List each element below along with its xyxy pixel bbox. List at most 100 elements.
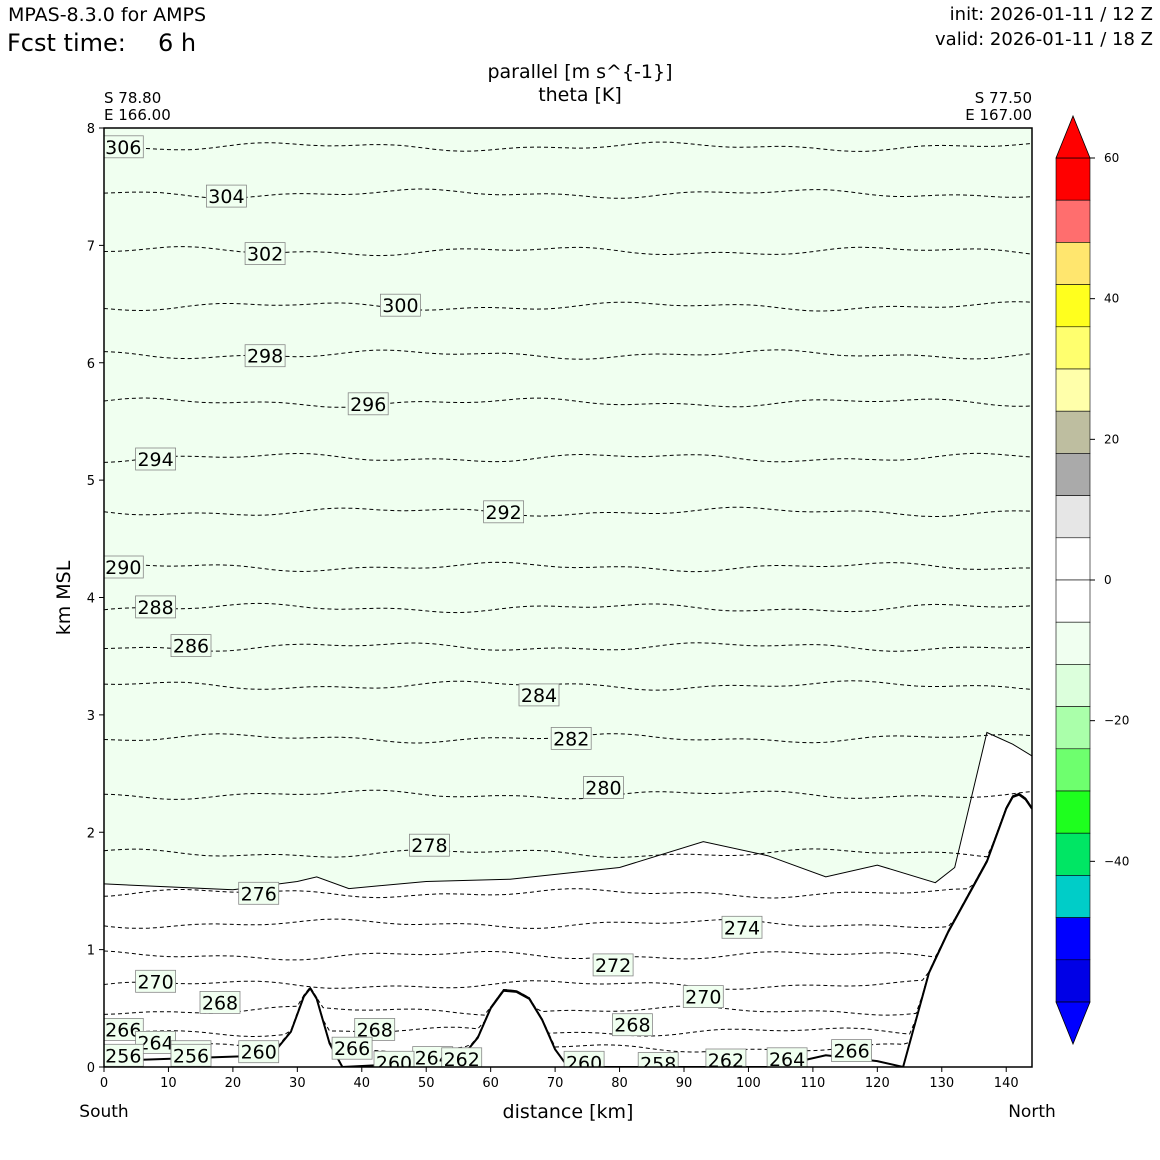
contour-label-258: 258	[637, 1052, 679, 1067]
theta-contour-304	[104, 188, 1032, 199]
theta-contour-306	[104, 141, 1032, 152]
svg-text:270: 270	[685, 987, 721, 1009]
x-axis-label: distance [km]	[503, 1101, 634, 1123]
colorbar-segment-9	[1055, 537, 1091, 581]
svg-text:4: 4	[87, 592, 95, 607]
svg-text:266: 266	[833, 1041, 869, 1063]
south-direction-label: South	[79, 1102, 128, 1122]
x-tick-20: 20	[225, 1067, 242, 1091]
contour-label-268: 268	[199, 991, 241, 1014]
x-tick-10: 10	[160, 1067, 177, 1091]
theta-contour-270	[104, 792, 1032, 990]
x-axis: 0 10 20 30 40 50 60 70 80 90 100 110 120 130 140	[100, 1067, 1019, 1091]
x-tick-140: 140	[994, 1067, 1019, 1091]
colorbar-tick-0: 0	[1090, 573, 1112, 587]
svg-text:140: 140	[994, 1076, 1019, 1091]
svg-text:20: 20	[225, 1076, 242, 1091]
svg-text:276: 276	[241, 883, 277, 905]
chart-title-line1: parallel [m s^{-1}]	[487, 61, 672, 83]
colorbar-segment-14	[1055, 748, 1091, 792]
forecast-time-value: 6 h	[158, 29, 197, 57]
svg-text:298: 298	[247, 346, 283, 368]
theta-contour-268	[104, 792, 1032, 1016]
theta-contour-272	[104, 792, 1032, 961]
theta-contour-288	[104, 602, 1032, 614]
chart-title-line2: theta [K]	[538, 84, 622, 106]
svg-text:70: 70	[547, 1076, 564, 1091]
theta-contour-280	[104, 789, 1032, 800]
colorbar-segment-5	[1055, 368, 1091, 412]
terrain-fill	[104, 794, 1032, 1067]
contour-label-264: 264	[766, 1047, 808, 1071]
contour-label-268: 268	[354, 1018, 396, 1041]
contour-label-296: 296	[347, 392, 389, 416]
contour-label-290: 290	[104, 555, 144, 579]
colorbar-segment-16	[1055, 832, 1091, 876]
colorbar-segment-6	[1055, 410, 1091, 454]
model-title: MPAS-8.3.0 for AMPS	[8, 4, 207, 26]
contour-label-256: 256	[104, 1043, 144, 1067]
svg-text:300: 300	[382, 295, 418, 317]
terrain-outline	[104, 793, 1032, 1067]
colorbar-tick--40: −40	[1090, 854, 1129, 868]
contour-label-266: 266	[831, 1039, 872, 1063]
colorbar-segment-4	[1055, 326, 1091, 370]
svg-text:266: 266	[334, 1038, 370, 1060]
svg-text:50: 50	[418, 1076, 435, 1091]
svg-text:40: 40	[1104, 292, 1119, 306]
colorbar-segment-11	[1055, 621, 1091, 665]
theta-contour-278	[104, 792, 1032, 858]
svg-text:20: 20	[1104, 432, 1119, 446]
colorbar-segment-1	[1055, 199, 1091, 243]
svg-text:264: 264	[769, 1049, 805, 1071]
contour-label-302: 302	[244, 242, 286, 266]
y-tick-6: 6	[87, 357, 104, 372]
svg-text:260: 260	[241, 1042, 277, 1064]
x-tick-50: 50	[418, 1067, 435, 1091]
svg-text:268: 268	[202, 992, 238, 1014]
contour-label-260: 260	[238, 1040, 280, 1064]
colorbar-tick-40: 40	[1090, 292, 1119, 306]
shade-boundary-2	[104, 731, 1032, 891]
svg-text:266: 266	[105, 1019, 141, 1041]
contour-label-270: 270	[682, 985, 724, 1009]
svg-text:80: 80	[611, 1076, 628, 1091]
colorbar-segment-2	[1055, 242, 1091, 285]
contour-label-280: 280	[583, 776, 624, 800]
svg-text:282: 282	[553, 728, 589, 750]
colorbar-segment-8	[1055, 495, 1091, 539]
svg-text:6: 6	[87, 357, 95, 372]
svg-text:284: 284	[521, 685, 557, 707]
y-tick-4: 4	[87, 592, 104, 607]
svg-text:60: 60	[1104, 151, 1119, 165]
svg-text:272: 272	[595, 955, 631, 977]
contour-label-276: 276	[238, 881, 280, 905]
contour-label-282: 282	[550, 727, 592, 750]
y-tick-8: 8	[87, 122, 104, 137]
svg-text:288: 288	[137, 597, 173, 619]
left-endpoint-lat: S 78.80	[104, 89, 161, 107]
colorbar-segment-17	[1055, 875, 1091, 918]
contour-label-304: 304	[205, 184, 247, 208]
svg-text:−20: −20	[1104, 714, 1129, 728]
svg-text:290: 290	[105, 557, 141, 579]
svg-text:270: 270	[137, 971, 173, 993]
svg-text:296: 296	[350, 394, 386, 416]
contour-label-266: 266	[104, 1018, 144, 1041]
colorbar-tick-60: 60	[1090, 151, 1119, 165]
svg-text:292: 292	[485, 502, 521, 524]
colorbar-segment-3	[1055, 284, 1091, 328]
theta-contour-266	[104, 792, 1032, 1038]
svg-text:−40: −40	[1104, 854, 1129, 868]
svg-text:302: 302	[247, 244, 283, 266]
contour-label-300: 300	[379, 293, 421, 317]
valid-time: valid: 2026-01-11 / 18 Z	[935, 29, 1153, 50]
svg-text:262: 262	[444, 1049, 480, 1071]
theta-contour-296	[104, 397, 1032, 408]
colorbar-over-arrow	[1055, 114, 1091, 159]
colorbar-segment-19	[1055, 959, 1091, 1003]
svg-text:90: 90	[676, 1076, 693, 1091]
theta-contour-300	[104, 301, 1032, 312]
svg-text:264: 264	[137, 1032, 173, 1054]
